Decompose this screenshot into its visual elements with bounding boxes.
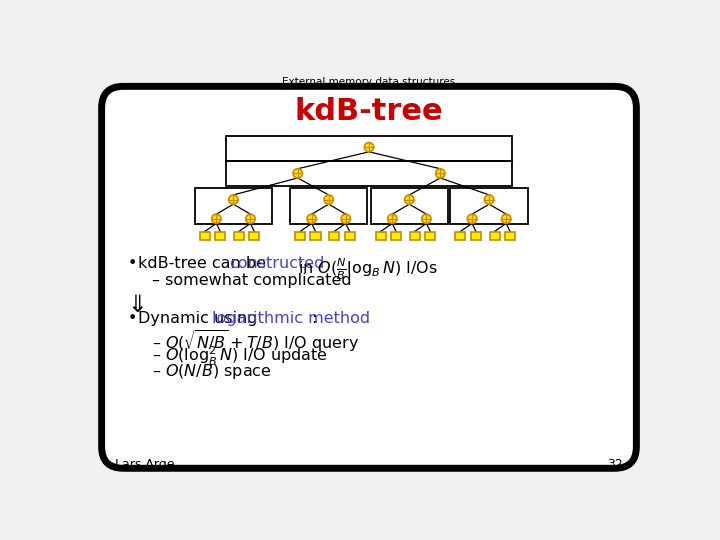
Circle shape xyxy=(422,214,431,224)
Text: – $O(\log^2_B N)$ I/O update: – $O(\log^2_B N)$ I/O update xyxy=(152,345,328,368)
Bar xyxy=(391,232,401,240)
Text: kdB-tree: kdB-tree xyxy=(294,97,444,126)
Text: – $O(\sqrt{N/B} + T/B)$ I/O query: – $O(\sqrt{N/B} + T/B)$ I/O query xyxy=(152,328,359,354)
Bar xyxy=(329,232,339,240)
Circle shape xyxy=(341,214,351,224)
Bar xyxy=(376,232,386,240)
Circle shape xyxy=(467,214,477,224)
Bar xyxy=(426,232,436,240)
Text: •: • xyxy=(127,256,137,271)
FancyBboxPatch shape xyxy=(102,86,636,468)
Text: Dynamic using: Dynamic using xyxy=(138,311,263,326)
Text: External memory data structures: External memory data structures xyxy=(282,77,456,87)
Circle shape xyxy=(387,214,397,224)
Bar xyxy=(490,232,500,240)
Bar xyxy=(345,232,355,240)
Circle shape xyxy=(246,214,255,224)
Text: ⇓: ⇓ xyxy=(127,293,147,317)
Circle shape xyxy=(485,195,494,204)
Bar xyxy=(295,232,305,240)
Bar xyxy=(456,232,466,240)
Text: •: • xyxy=(127,311,137,326)
Circle shape xyxy=(436,168,445,178)
Text: Lars Arge: Lars Arge xyxy=(114,458,174,471)
Text: constructed: constructed xyxy=(230,256,325,271)
Text: 32: 32 xyxy=(608,458,624,471)
Text: in $O(\frac{N}{B}\log_B N)$ I/Os: in $O(\frac{N}{B}\log_B N)$ I/Os xyxy=(293,256,438,281)
Bar xyxy=(451,188,528,224)
Bar xyxy=(234,232,244,240)
Bar xyxy=(310,232,320,240)
Circle shape xyxy=(405,195,414,204)
Bar xyxy=(199,232,210,240)
Circle shape xyxy=(364,143,374,152)
Circle shape xyxy=(212,214,221,224)
Bar xyxy=(225,161,513,186)
Text: kdB-tree can be: kdB-tree can be xyxy=(138,256,271,271)
Text: logarithmic method: logarithmic method xyxy=(212,311,370,326)
Bar xyxy=(371,188,448,224)
Circle shape xyxy=(307,214,316,224)
Bar xyxy=(410,232,420,240)
Bar xyxy=(194,188,272,224)
Bar xyxy=(505,232,515,240)
Bar xyxy=(471,232,481,240)
Text: – somewhat complicated: – somewhat complicated xyxy=(152,273,351,288)
Bar xyxy=(290,188,367,224)
Bar xyxy=(225,137,513,161)
Circle shape xyxy=(293,168,302,178)
Text: – $O(N/B)$ space: – $O(N/B)$ space xyxy=(152,362,271,381)
Circle shape xyxy=(502,214,510,224)
Circle shape xyxy=(324,195,333,204)
Text: :: : xyxy=(311,311,316,326)
Bar xyxy=(249,232,259,240)
Circle shape xyxy=(229,195,238,204)
Bar xyxy=(215,232,225,240)
